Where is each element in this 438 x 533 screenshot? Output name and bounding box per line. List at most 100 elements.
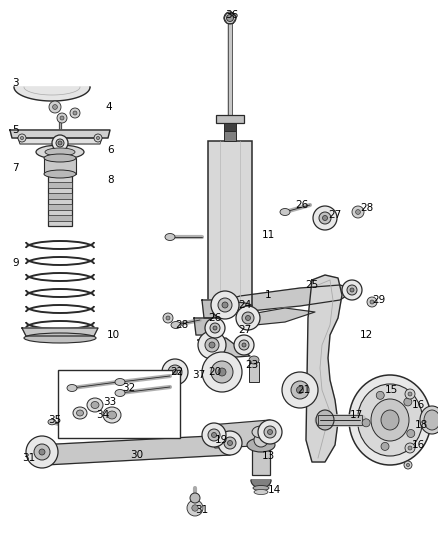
Text: 23: 23 (245, 360, 258, 370)
Ellipse shape (213, 326, 217, 330)
Polygon shape (251, 480, 271, 488)
Ellipse shape (407, 430, 415, 438)
Text: 10: 10 (107, 330, 120, 340)
Ellipse shape (291, 381, 309, 399)
Ellipse shape (166, 316, 170, 320)
Ellipse shape (247, 438, 275, 452)
Ellipse shape (404, 398, 412, 406)
Ellipse shape (60, 116, 64, 120)
Bar (224, 123, 236, 131)
Text: 13: 13 (262, 451, 275, 461)
Bar (58, 370, 180, 438)
Ellipse shape (209, 342, 215, 348)
Ellipse shape (48, 419, 56, 425)
Bar (216, 115, 244, 123)
Ellipse shape (405, 443, 415, 453)
Ellipse shape (171, 321, 181, 328)
Bar (48, 182, 72, 188)
Ellipse shape (208, 302, 252, 310)
Polygon shape (18, 138, 102, 144)
Text: 17: 17 (350, 410, 363, 420)
Ellipse shape (205, 318, 225, 338)
Text: 28: 28 (175, 320, 188, 330)
Polygon shape (306, 275, 342, 462)
Polygon shape (198, 338, 250, 358)
Ellipse shape (406, 463, 410, 466)
Ellipse shape (322, 215, 328, 221)
Ellipse shape (297, 386, 304, 393)
Ellipse shape (39, 449, 45, 455)
Ellipse shape (44, 170, 76, 178)
Text: 20: 20 (208, 367, 221, 377)
Ellipse shape (252, 426, 270, 438)
Ellipse shape (234, 335, 254, 355)
Ellipse shape (218, 368, 226, 376)
Ellipse shape (342, 280, 362, 300)
Text: 1: 1 (265, 290, 272, 300)
Ellipse shape (202, 352, 242, 392)
Ellipse shape (18, 134, 26, 142)
Bar (48, 176, 72, 226)
Text: 16: 16 (412, 400, 425, 410)
Ellipse shape (367, 297, 377, 307)
Text: 26: 26 (295, 200, 308, 210)
Text: 7: 7 (12, 163, 19, 173)
Ellipse shape (258, 420, 282, 444)
Text: 27: 27 (328, 210, 341, 220)
Ellipse shape (34, 444, 50, 460)
Ellipse shape (253, 486, 269, 490)
Polygon shape (22, 328, 98, 336)
Ellipse shape (36, 145, 84, 159)
Ellipse shape (376, 391, 384, 399)
Ellipse shape (246, 316, 251, 320)
Text: 4: 4 (105, 102, 112, 112)
Ellipse shape (56, 139, 64, 147)
Text: 16: 16 (412, 440, 425, 450)
Text: 5: 5 (12, 125, 19, 135)
Text: 30: 30 (130, 450, 143, 460)
Ellipse shape (249, 356, 259, 364)
Ellipse shape (352, 206, 364, 218)
Text: 8: 8 (107, 175, 113, 185)
Ellipse shape (239, 340, 249, 350)
Text: 21: 21 (297, 385, 310, 395)
Polygon shape (38, 435, 235, 465)
Text: 32: 32 (122, 383, 135, 393)
Polygon shape (208, 420, 278, 448)
Text: 29: 29 (372, 295, 385, 305)
Ellipse shape (163, 313, 173, 323)
Ellipse shape (26, 436, 58, 468)
Ellipse shape (254, 433, 268, 447)
Polygon shape (10, 130, 110, 138)
Bar (249, 362, 259, 382)
Ellipse shape (254, 489, 268, 495)
Ellipse shape (91, 401, 99, 408)
Ellipse shape (173, 369, 177, 375)
Ellipse shape (24, 333, 96, 343)
Text: 34: 34 (96, 410, 109, 420)
Text: 33: 33 (103, 397, 116, 407)
Bar (224, 131, 236, 141)
Ellipse shape (356, 209, 360, 214)
Ellipse shape (224, 437, 236, 449)
Ellipse shape (165, 233, 175, 240)
Ellipse shape (347, 285, 357, 295)
Text: 6: 6 (107, 145, 113, 155)
Bar (318, 415, 362, 425)
Ellipse shape (227, 440, 233, 446)
Ellipse shape (420, 406, 438, 434)
Text: 31: 31 (22, 453, 35, 463)
Text: 22: 22 (170, 367, 183, 377)
Text: 15: 15 (385, 385, 398, 395)
Ellipse shape (202, 423, 226, 447)
Ellipse shape (349, 375, 431, 465)
Ellipse shape (87, 398, 103, 412)
Ellipse shape (218, 431, 242, 455)
Ellipse shape (316, 410, 334, 430)
Text: 37: 37 (192, 370, 205, 380)
Ellipse shape (73, 407, 87, 419)
Ellipse shape (280, 208, 290, 215)
Ellipse shape (103, 407, 121, 423)
Ellipse shape (242, 343, 246, 347)
Polygon shape (14, 87, 90, 101)
